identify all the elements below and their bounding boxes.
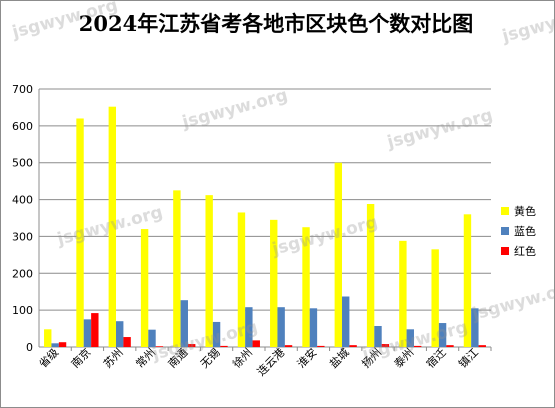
bar-红色-连云港 [284,345,293,347]
legend-swatch-黄色 [501,207,509,215]
y-tick-label-0: 0 [26,341,33,354]
bar-黄色-南京 [76,118,84,347]
legend-swatch-蓝色 [501,227,509,235]
bar-黄色-宿迁 [431,249,439,347]
bar-蓝色-无锡 [212,321,221,347]
chart-title: 2024年江苏省考各地市区块色个数对比图 [78,11,474,36]
bar-蓝色-镇江 [471,308,479,347]
bar-蓝色-苏州 [116,321,124,347]
legend-swatch-红色 [501,247,509,255]
x-tick-label-省级: 省级 [37,346,62,371]
bar-红色-省级 [58,342,67,347]
x-tick-label-宿迁: 宿迁 [423,345,448,370]
bar-蓝色-常州 [148,329,156,347]
bar-蓝色-南京 [83,319,92,347]
bar-黄色-泰州 [399,240,407,347]
x-tick-label-南京: 南京 [68,345,93,370]
bar-黄色-常州 [140,229,149,347]
y-tick-label-400: 400 [12,194,33,207]
bar-黄色-镇江 [463,214,472,347]
bar-黄色-扬州 [366,203,375,347]
bar-红色-常州 [155,346,164,347]
bar-蓝色-南通 [180,300,188,347]
y-tick-label-700: 700 [12,83,33,96]
bar-红色-宿迁 [446,345,454,347]
x-tick-label-徐州: 徐州 [230,345,255,370]
bar-黄色-南通 [173,190,181,347]
legend-label-黄色: 黄色 [514,204,536,218]
legend-label-蓝色: 蓝色 [514,224,536,238]
bar-红色-南京 [91,313,99,347]
bar-红色-扬州 [381,344,390,347]
bar-红色-盐城 [349,345,357,347]
x-tick-label-盐城: 盐城 [327,346,352,371]
y-tick-label-200: 200 [12,267,33,280]
legend-label-红色: 红色 [514,244,536,258]
bar-红色-淮安 [317,345,325,347]
bar-红色-泰州 [413,345,422,347]
bar-黄色-淮安 [302,227,310,347]
bar-黄色-省级 [44,329,52,347]
bar-黄色-盐城 [334,162,343,347]
y-tick-label-600: 600 [12,120,33,133]
bar-蓝色-泰州 [406,329,414,347]
y-tick-label-300: 300 [12,230,33,243]
bar-蓝色-省级 [51,343,59,347]
bar-黄色-苏州 [108,106,117,347]
bar-蓝色-盐城 [342,296,350,347]
bar-蓝色-徐州 [245,307,253,347]
bar-黄色-连云港 [270,219,278,347]
bar-红色-苏州 [123,337,131,347]
bar-红色-无锡 [220,345,228,347]
bar-蓝色-淮安 [309,308,318,347]
y-tick-label-100: 100 [12,304,33,317]
x-tick-label-淮安: 淮安 [294,345,319,370]
bar-蓝色-宿迁 [438,323,447,347]
bar-蓝色-扬州 [374,325,382,347]
bar-蓝色-连云港 [277,307,285,347]
bar-红色-镇江 [478,345,486,347]
x-tick-label-镇江: 镇江 [456,345,481,370]
bar-红色-南通 [187,344,196,347]
x-tick-label-连云港: 连云港 [255,346,288,379]
y-tick-label-500: 500 [12,157,33,170]
x-tick-label-苏州: 苏州 [101,346,126,371]
bar-黄色-无锡 [205,195,213,347]
bar-红色-徐州 [252,340,260,347]
bar-黄色-徐州 [237,212,246,347]
